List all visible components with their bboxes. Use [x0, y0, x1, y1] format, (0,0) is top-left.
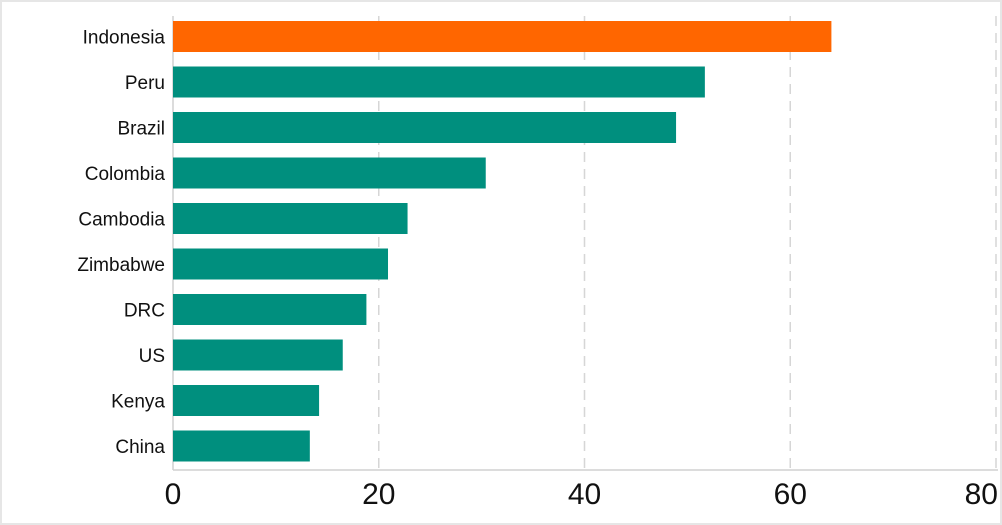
x-tick-label: 40: [568, 478, 601, 511]
bar-us: [173, 339, 343, 371]
category-label: US: [139, 346, 165, 367]
bar-zimbabwe: [173, 248, 389, 280]
bar-drc: [173, 294, 367, 325]
bar-colombia: [173, 157, 486, 189]
bar-cambodia: [173, 203, 408, 234]
x-tick-label: 80: [965, 478, 998, 511]
x-tick-label: 60: [774, 478, 807, 511]
category-label: Zimbabwe: [77, 255, 165, 276]
x-tick-label: 0: [165, 478, 182, 511]
bar-china: [173, 430, 310, 462]
category-label: DRC: [124, 301, 165, 322]
category-label: China: [115, 437, 165, 458]
category-label: Indonesia: [83, 28, 166, 49]
category-label: Colombia: [85, 164, 166, 185]
category-label: Brazil: [117, 119, 165, 140]
category-label: Peru: [125, 73, 165, 94]
bar-brazil: [173, 112, 677, 143]
category-label: Kenya: [111, 392, 165, 413]
x-tick-label: 20: [362, 478, 395, 511]
bar-indonesia: [173, 21, 832, 52]
bar-kenya: [173, 385, 320, 416]
category-label: Cambodia: [78, 210, 165, 231]
bar-peru: [173, 66, 705, 98]
